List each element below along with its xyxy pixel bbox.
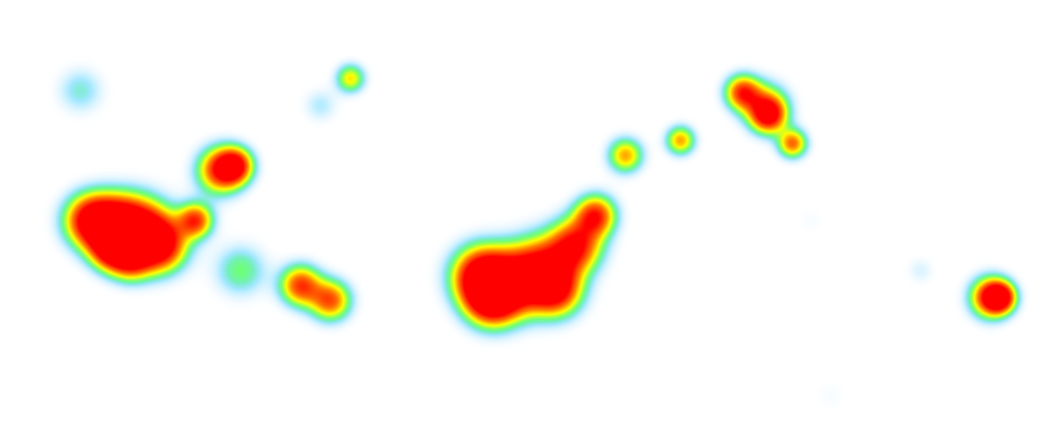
heatmap-canvas <box>0 0 1053 429</box>
